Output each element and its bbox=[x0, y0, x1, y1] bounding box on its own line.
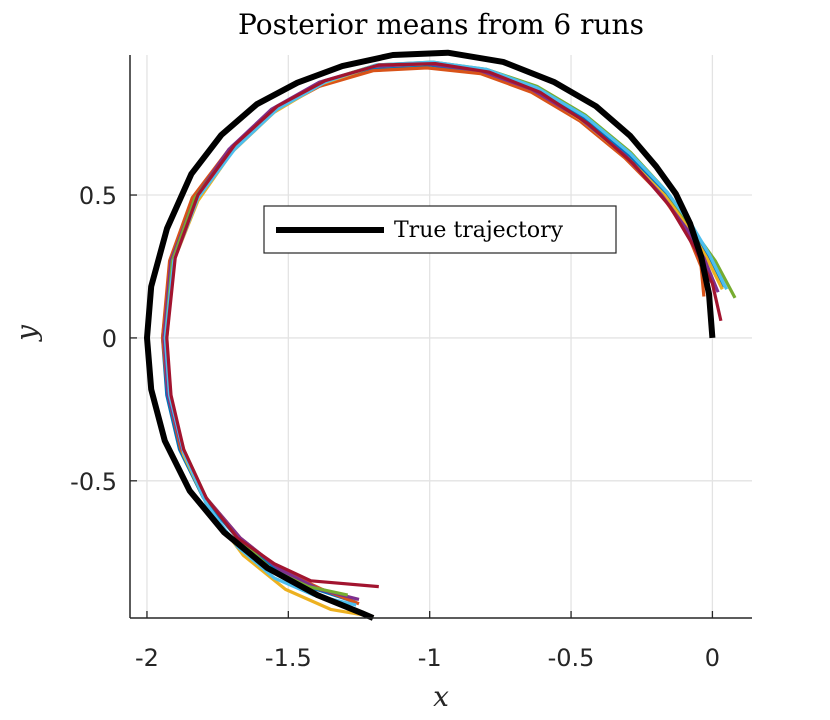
x-axis-label: x bbox=[433, 680, 449, 713]
y-axis-label: y bbox=[10, 324, 43, 343]
x-ticks: -2 -1.5 -1 -0.5 0 bbox=[135, 611, 720, 672]
chart-title: Posterior means from 6 runs bbox=[238, 8, 644, 41]
x-tick-label: -0.5 bbox=[548, 644, 595, 672]
y-tick-label: 0 bbox=[102, 325, 117, 353]
legend-label: True trajectory bbox=[394, 218, 564, 243]
x-tick-label: 0 bbox=[705, 644, 720, 672]
x-tick-label: -1.5 bbox=[265, 644, 312, 672]
axes bbox=[129, 55, 752, 619]
posterior-run-line bbox=[165, 61, 723, 589]
legend: True trajectory bbox=[263, 205, 617, 254]
x-tick-label: -2 bbox=[135, 644, 159, 672]
posterior-run-line bbox=[163, 60, 737, 597]
x-tick-label: -1 bbox=[418, 644, 442, 672]
y-tick-label: -0.5 bbox=[70, 468, 117, 496]
y-tick-label: 0.5 bbox=[79, 182, 117, 210]
true-trajectory-line bbox=[144, 49, 716, 621]
posterior-run-line bbox=[163, 60, 729, 607]
series-lines bbox=[144, 49, 737, 621]
y-ticks: -0.5 0 0.5 bbox=[70, 182, 137, 496]
